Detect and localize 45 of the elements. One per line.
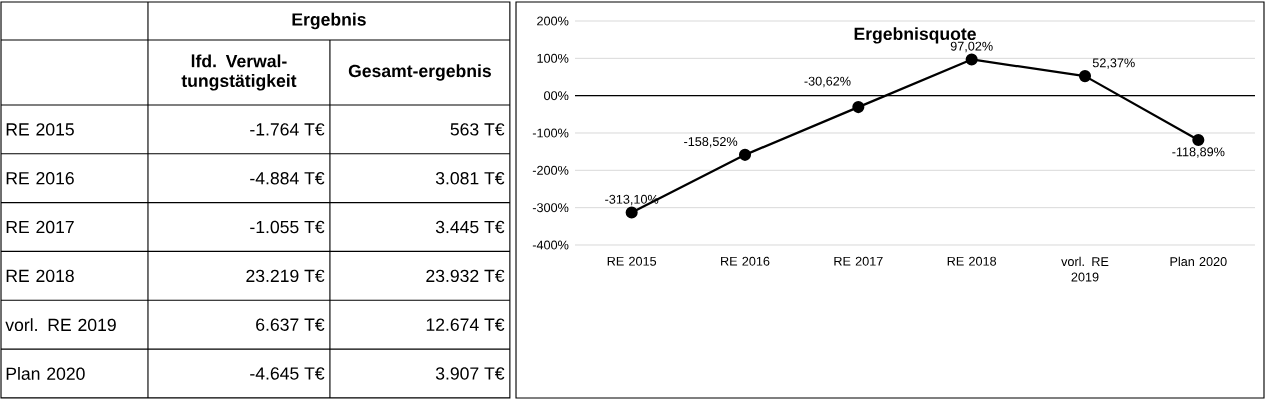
data-label: -313,10% [605, 194, 659, 206]
text: 12.674 T€ [426, 318, 505, 331]
y-tick-label: 00% [544, 91, 569, 101]
text: RE 2016 [6, 171, 74, 185]
text: 3.081 T€ [435, 171, 505, 185]
point [1192, 134, 1205, 147]
y-tick-label: -400% [532, 240, 569, 250]
y-tick-label: -100% [532, 128, 569, 138]
text: 6.637 T€ [256, 318, 325, 331]
point [625, 206, 638, 219]
point [1078, 70, 1092, 83]
data-label: -30,62% [804, 76, 851, 88]
y-tick-label: 100% [537, 53, 569, 63]
x-tick-label: Plan 2020 [1170, 256, 1227, 267]
text: Ergebnis [292, 12, 366, 30]
text: 23.932 T€ [426, 269, 505, 283]
text: Plan 2020 [6, 367, 85, 380]
text: 23.219 T€ [246, 269, 325, 283]
data-label: -158,52% [684, 137, 738, 148]
data-label: -118,89% [1172, 147, 1225, 158]
text: 3.445 T€ [435, 220, 505, 234]
y-tick-label: -200% [532, 165, 569, 175]
x-tick-label: RE 2018 [947, 256, 997, 266]
point [738, 148, 752, 161]
text: -4.884 T€ [250, 171, 325, 185]
text: vorl. RE 2019 [5, 318, 116, 332]
x-tick-label: RE 2016 [721, 256, 770, 266]
text: -1.764 T€ [250, 123, 325, 136]
text: -1.055 T€ [250, 220, 325, 234]
text: -4.645 T€ [250, 367, 325, 380]
data-label: 52,37% [1092, 58, 1135, 69]
y-tick-label: -300% [532, 203, 569, 213]
text: RE 2018 [6, 269, 74, 283]
text: 563 T€ [450, 123, 505, 136]
x-tick-label: RE 2015 [607, 256, 657, 266]
y-tick-label: 200% [537, 16, 569, 26]
x-tick-label: RE 2017 [834, 256, 883, 266]
text: 3.907 T€ [435, 367, 505, 380]
text: Gesamt-ergebnis [348, 64, 491, 81]
text: RE 2017 [6, 220, 74, 234]
text: lfd. Verwal-tungstätigkeit [181, 54, 297, 91]
x-tick-label: vorl. RE 2019 [1061, 256, 1109, 282]
point [852, 101, 865, 114]
text: RE 2015 [6, 123, 74, 136]
point [965, 53, 978, 66]
